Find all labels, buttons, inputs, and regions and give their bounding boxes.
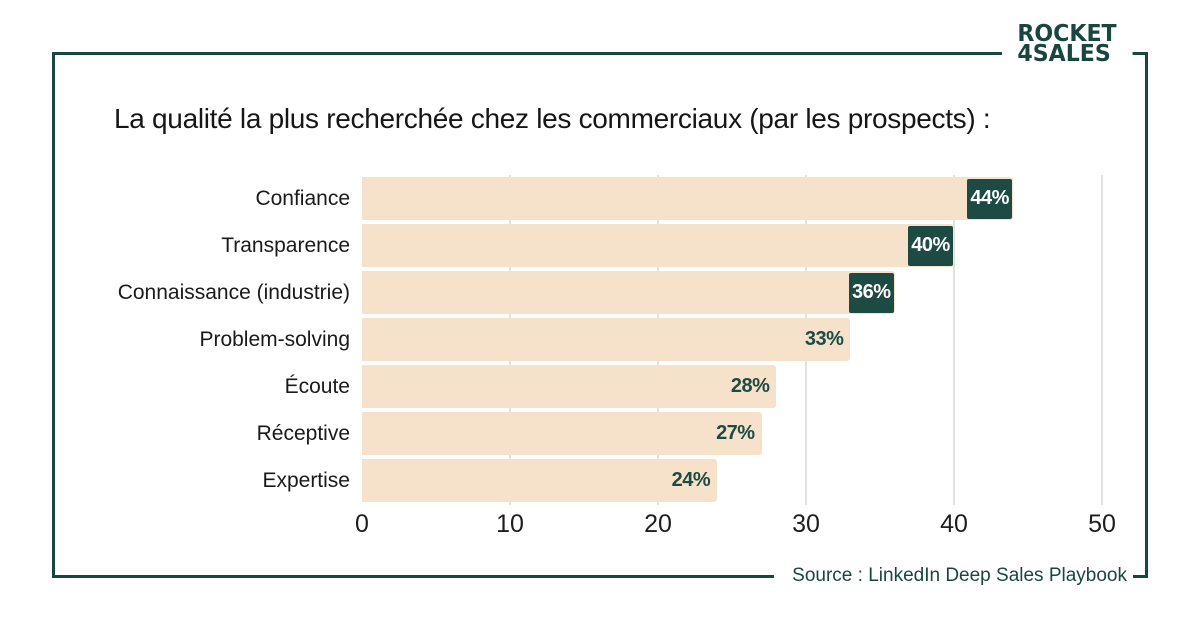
- value-label: 24%: [671, 469, 711, 491]
- bar-problem-solving: 33%: [362, 318, 851, 361]
- x-tick-label-10: 10: [496, 510, 524, 538]
- bar-confiance: 44%: [362, 177, 1014, 220]
- bar-transparence: 40%: [362, 224, 954, 267]
- source-credit: Source : LinkedIn Deep Sales Playbook: [774, 560, 1133, 591]
- bar-expertise: 24%: [362, 459, 718, 502]
- category-label: Problem-solving: [199, 327, 350, 351]
- logo-line-4sales: 4SALES: [1017, 41, 1111, 67]
- gridline-40: [953, 175, 955, 505]
- value-label: 28%: [730, 375, 770, 397]
- x-tick-label-30: 30: [792, 510, 820, 538]
- x-tick-label-0: 0: [355, 510, 369, 538]
- value-badge: 36%: [848, 272, 894, 313]
- bar-r-ceptive: 27%: [362, 412, 762, 455]
- value-badge: 44%: [967, 178, 1013, 219]
- gridline-50: [1101, 175, 1103, 505]
- x-tick-label-20: 20: [644, 510, 672, 538]
- plot-area: 44% 40% 36% 33% 28% 27% 24%: [362, 175, 1118, 505]
- logo-line-rocket: ROCKET: [1017, 21, 1117, 47]
- category-label: Confiance: [255, 186, 350, 210]
- value-label: 27%: [716, 422, 755, 444]
- brand-logo: ROCKET 4SALES: [1002, 8, 1133, 80]
- category-label: Écoute: [284, 374, 350, 398]
- category-label: Réceptive: [256, 421, 350, 445]
- category-label: Connaissance (industrie): [117, 280, 350, 304]
- value-badge: 40%: [908, 225, 953, 266]
- category-label: Expertise: [262, 468, 350, 492]
- x-tick-label-50: 50: [1088, 510, 1116, 538]
- value-label: 33%: [804, 328, 844, 350]
- border-frame: [52, 52, 1148, 578]
- x-tick-label-40: 40: [940, 510, 968, 538]
- bar--coute: 28%: [362, 365, 777, 408]
- category-label: Transparence: [221, 233, 350, 257]
- bar-connaissance-industrie-: 36%: [362, 271, 895, 314]
- chart-title: La qualité la plus recherchée chez les c…: [114, 103, 991, 134]
